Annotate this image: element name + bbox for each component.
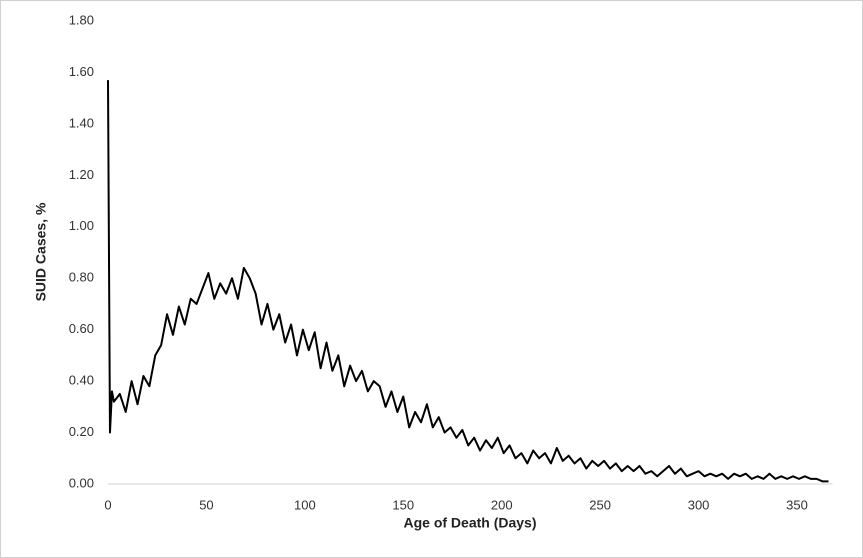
x-tick-label: 100 xyxy=(294,497,316,512)
x-tick-label: 300 xyxy=(688,497,710,512)
y-tick-label: 1.60 xyxy=(69,64,94,79)
x-tick-label: 0 xyxy=(104,497,111,512)
y-axis-title: SUID Cases, % xyxy=(33,202,49,301)
y-tick-label: 0.80 xyxy=(69,270,94,285)
x-axis-title: Age of Death (Days) xyxy=(403,515,536,531)
y-tick-label: 0.20 xyxy=(69,424,94,439)
y-tick-label: 1.40 xyxy=(69,115,94,130)
y-tick-label: 0.40 xyxy=(69,373,94,388)
y-tick-label: 1.80 xyxy=(69,12,94,27)
data-line xyxy=(107,80,829,483)
y-tick-label: 1.00 xyxy=(69,218,94,233)
y-tick-label: 1.20 xyxy=(69,167,94,182)
x-tick-label: 50 xyxy=(199,497,213,512)
x-tick-label: 150 xyxy=(392,497,414,512)
y-tick-label: 0.60 xyxy=(69,321,94,336)
y-tick-label: 0.00 xyxy=(69,475,94,490)
x-tick-label: 250 xyxy=(589,497,611,512)
x-tick-label: 200 xyxy=(491,497,513,512)
x-tick-label: 350 xyxy=(786,497,808,512)
